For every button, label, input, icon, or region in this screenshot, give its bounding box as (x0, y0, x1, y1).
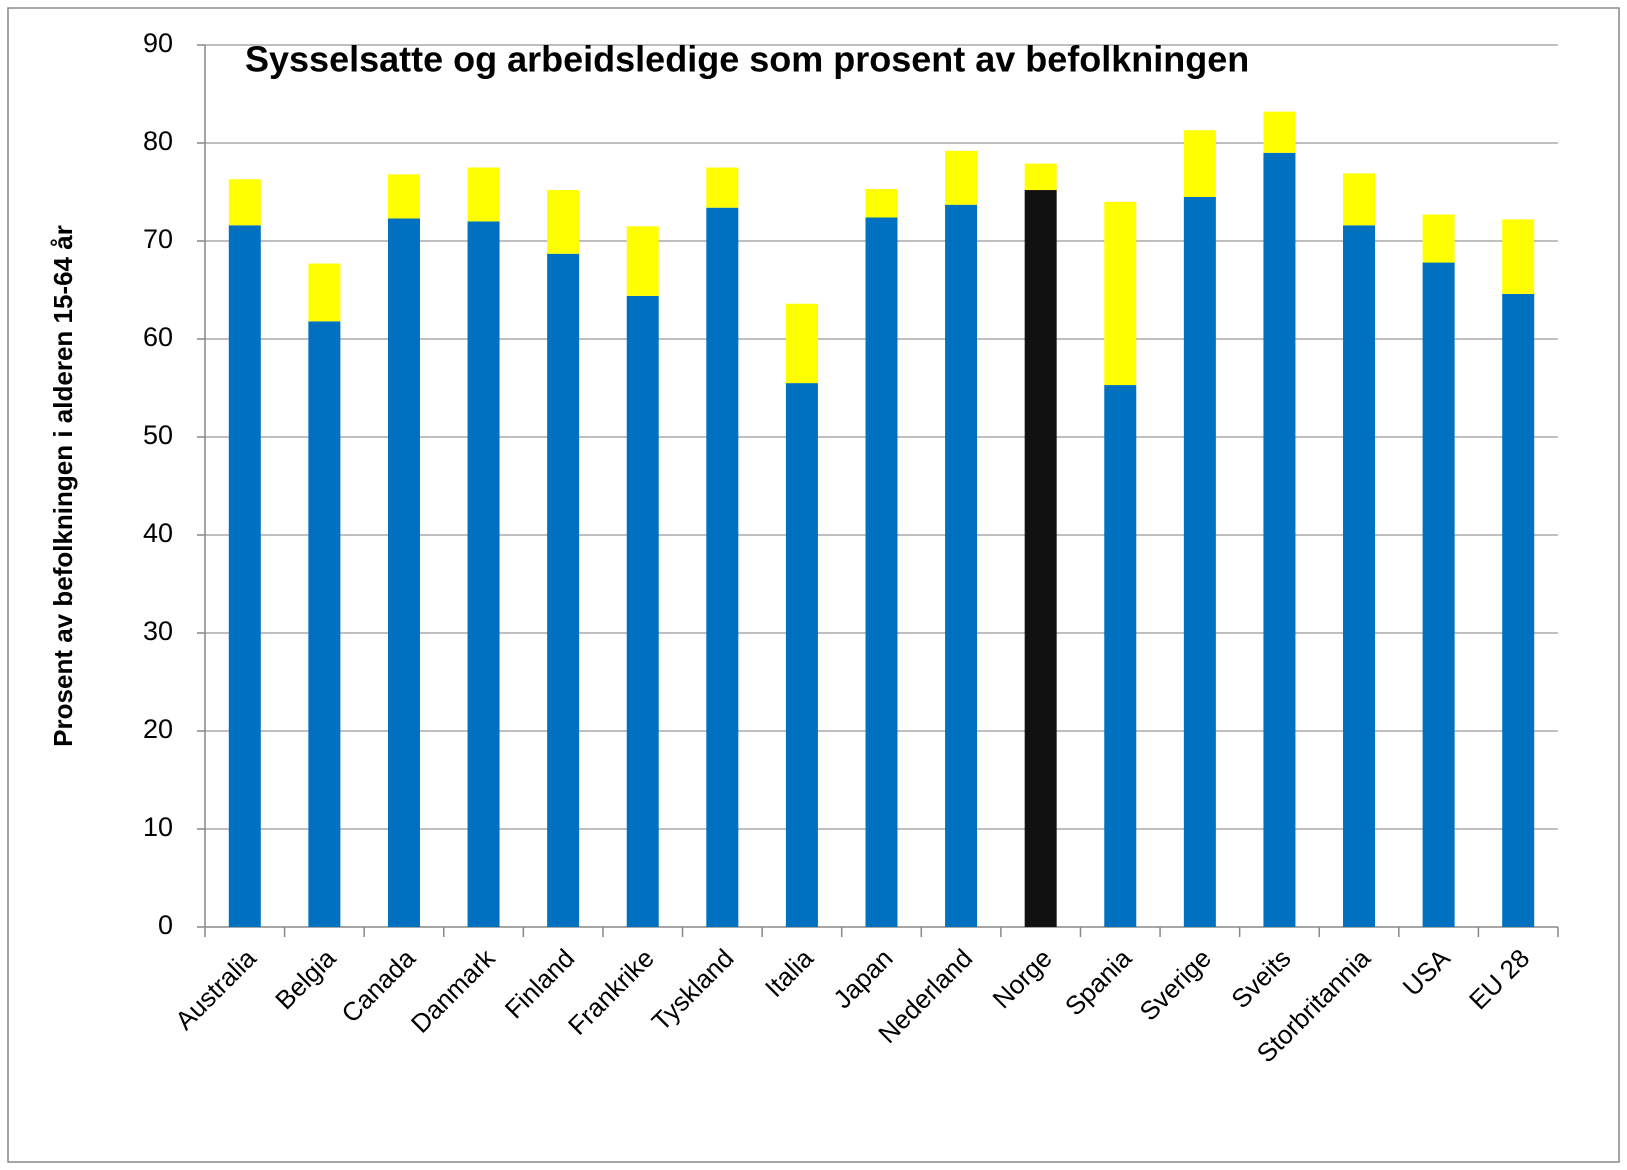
bar-segment (228, 179, 261, 226)
y-tick-label: 70 (143, 224, 173, 254)
bar-segment (785, 303, 818, 384)
bar-segment (865, 189, 898, 218)
bar-segment (706, 207, 739, 927)
bar-segment (1343, 173, 1376, 226)
x-tick-label: Australia (169, 943, 262, 1036)
bar-segment (387, 218, 420, 927)
bar-segment (308, 321, 341, 927)
bar-segment (785, 383, 818, 928)
bar-segment (1502, 293, 1535, 927)
bar-segment (1024, 163, 1057, 191)
y-tick-label: 50 (143, 420, 173, 450)
bar-segment (1024, 190, 1057, 928)
bar-segment (1422, 214, 1455, 263)
bar-segment (1104, 385, 1137, 927)
chart-title: Sysselsatte og arbeidsledige som prosent… (245, 39, 1249, 80)
bar-segment (1263, 152, 1296, 928)
x-tick-label: Sverige (1133, 943, 1217, 1027)
y-tick-label: 30 (143, 616, 173, 646)
bar-segment (387, 174, 420, 219)
x-tick-label: Japan (827, 943, 898, 1014)
x-tick-label: Sveits (1225, 943, 1296, 1014)
bar-segment (547, 190, 580, 254)
bar-segment (626, 226, 659, 296)
y-tick-label: 10 (143, 812, 173, 842)
bar-segment (547, 253, 580, 928)
bar-segment (467, 167, 500, 222)
bar-segment (626, 295, 659, 927)
frame (7, 7, 1620, 1163)
bar-segment (1104, 201, 1137, 386)
y-axis-label: Prosent av befolkningen i alderen 15-64 … (48, 225, 78, 747)
bar-segment (706, 167, 739, 208)
x-tick-label: Italia (759, 943, 819, 1003)
x-tick-label: Frankrike (562, 943, 660, 1041)
bar-segment (228, 225, 261, 927)
bar-segment (1183, 196, 1216, 927)
bar-segment (1422, 262, 1455, 927)
bar-segment (467, 221, 500, 927)
y-tick-label: 0 (158, 910, 173, 940)
bar-segment (1502, 219, 1535, 294)
x-tick-label: Belgia (269, 943, 342, 1016)
bar-segment (865, 217, 898, 928)
x-tick-label: Norge (986, 943, 1057, 1014)
x-tick-label: Tyskland (646, 943, 740, 1037)
bar-segment (945, 150, 978, 205)
bar-segment (945, 204, 978, 928)
x-tick-label: USA (1397, 942, 1456, 1001)
y-tick-label: 80 (143, 126, 173, 156)
y-tick-label: 40 (143, 518, 173, 548)
y-tick-label: 60 (143, 322, 173, 352)
x-tick-label: Spania (1059, 943, 1138, 1022)
bar-segment (308, 263, 341, 322)
bar-segment (1263, 111, 1296, 153)
bar-segment (1343, 225, 1376, 927)
bar-segment (1183, 130, 1216, 197)
x-tick-label: Danmark (405, 942, 502, 1039)
y-tick-label: 20 (143, 714, 173, 744)
x-tick-label: EU 28 (1463, 943, 1535, 1015)
y-tick-label: 90 (143, 28, 173, 58)
